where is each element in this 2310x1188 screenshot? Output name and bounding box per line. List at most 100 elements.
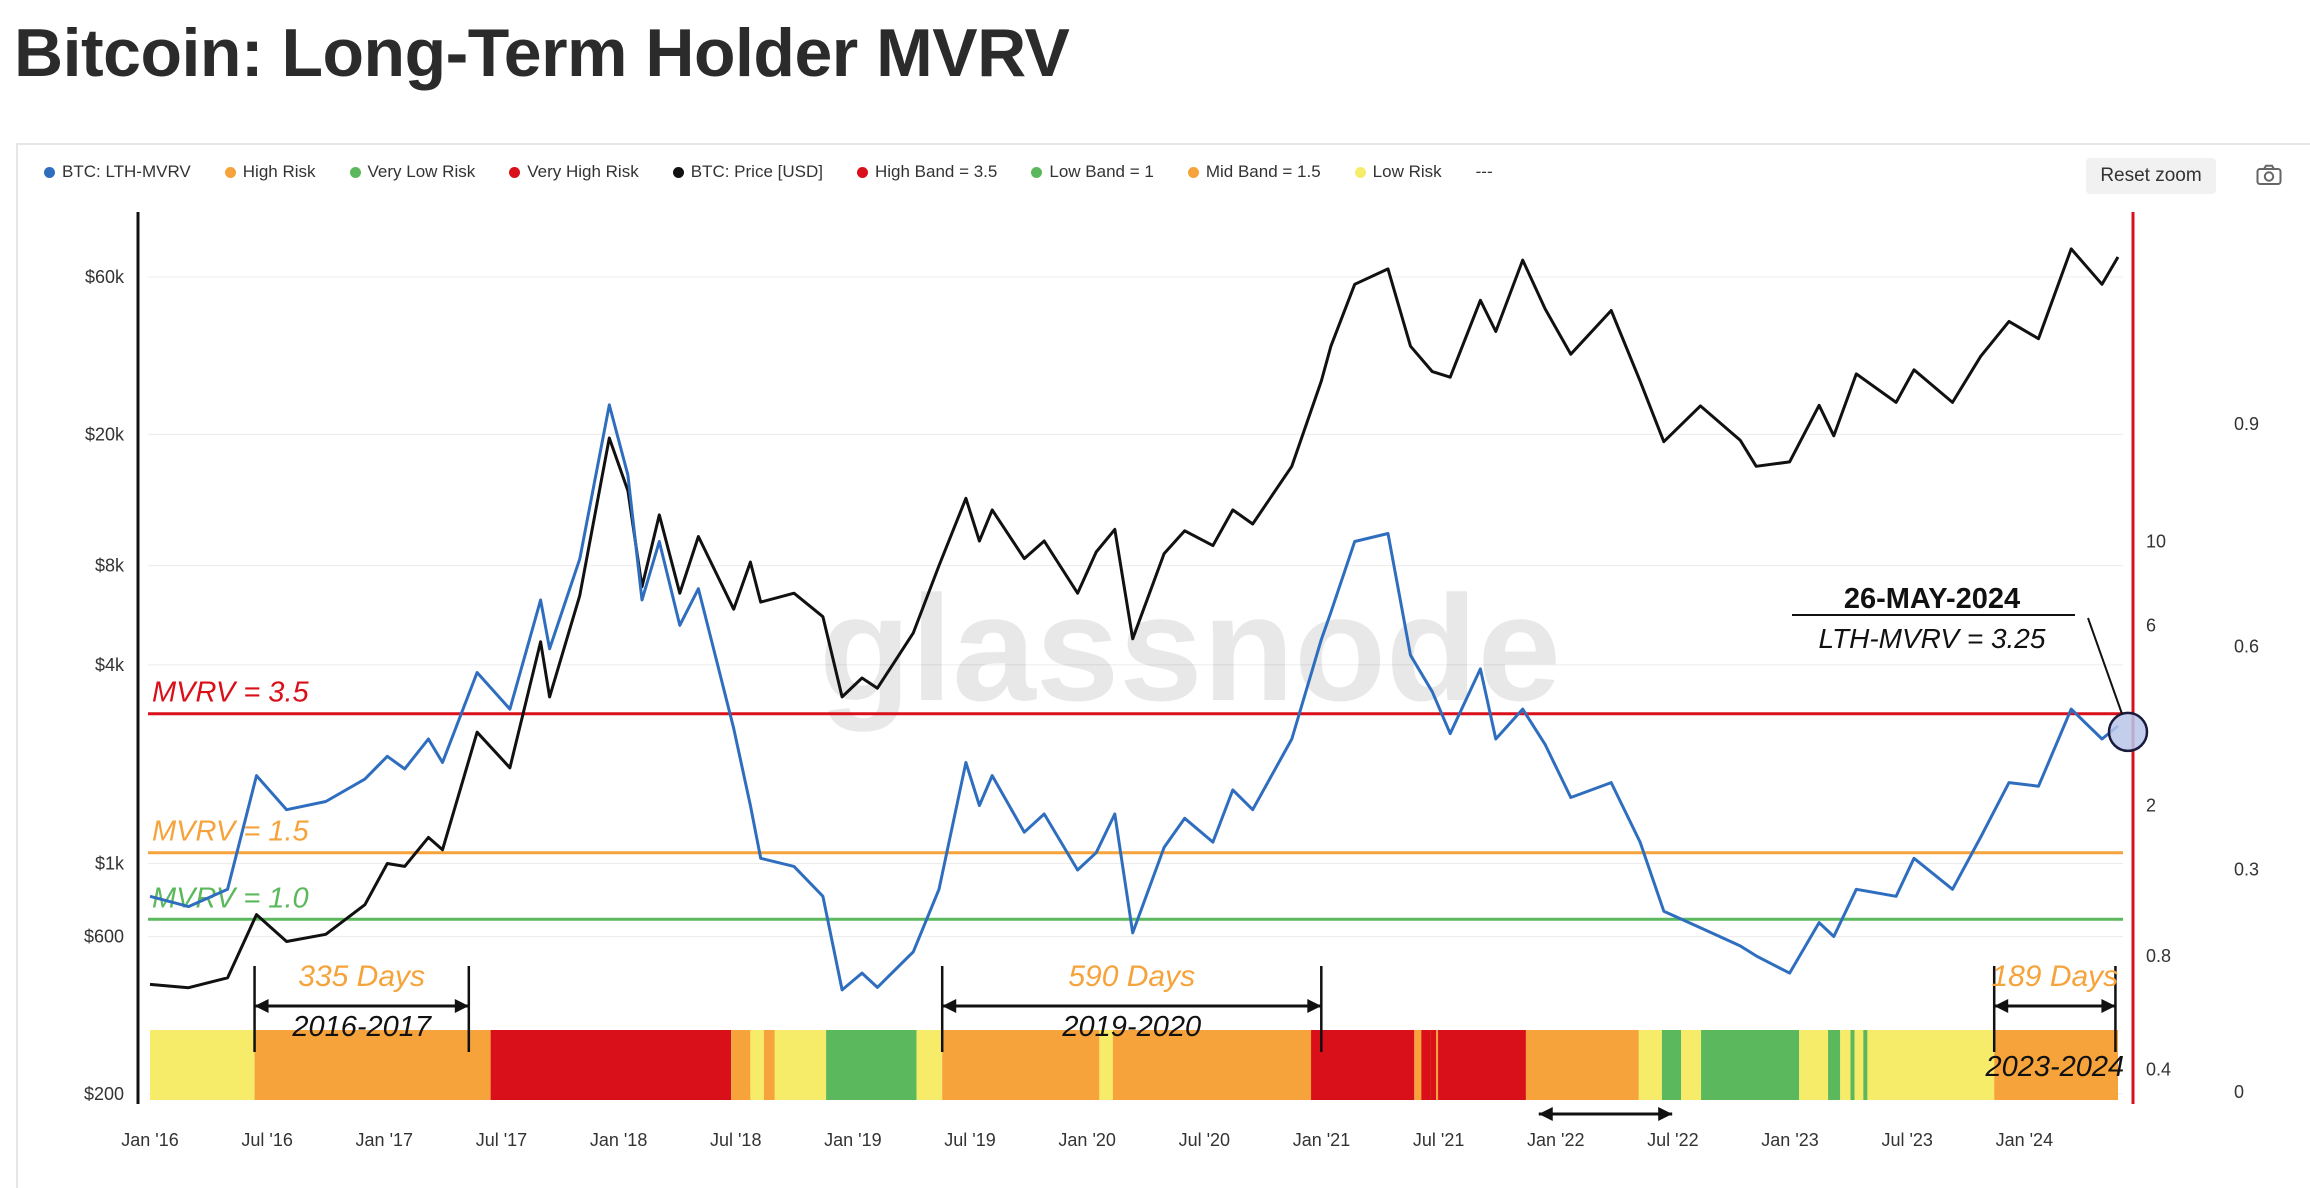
legend-item-more[interactable]: --- bbox=[1476, 162, 1493, 182]
legend-label: Very High Risk bbox=[527, 162, 639, 181]
price-tick-label: $20k bbox=[85, 424, 125, 444]
legend-item-very-low-risk[interactable]: Very Low Risk bbox=[349, 162, 476, 182]
arrow-head bbox=[1658, 1107, 1673, 1121]
x-tick-label: Jul '17 bbox=[476, 1130, 527, 1150]
x-axis-ticks: Jan '16 Jul '16 Jan '17 Jul '17 Jan '18 Jul '… bbox=[121, 1130, 2053, 1150]
legend-dot bbox=[224, 166, 236, 178]
legend-item-mid-band[interactable]: Mid Band = 1.5 bbox=[1187, 162, 1321, 182]
legend-item-price[interactable]: BTC: Price [USD] bbox=[672, 162, 823, 182]
band-lines: MVRV = 3.5 MVRV = 1.5 MVRV = 1.0 bbox=[148, 677, 2123, 921]
legend-label: Mid Band = 1.5 bbox=[1205, 162, 1321, 181]
legend-label: High Band = 3.5 bbox=[874, 162, 998, 181]
period-days-label: 590 Days bbox=[1068, 960, 1195, 993]
legend-label: High Risk bbox=[242, 162, 316, 181]
risk-strip bbox=[150, 1030, 2118, 1100]
legend-item-very-high-risk[interactable]: Very High Risk bbox=[509, 162, 639, 182]
risk-segment bbox=[1438, 1030, 1526, 1100]
risk-segment bbox=[774, 1030, 827, 1100]
legend-dot bbox=[672, 166, 684, 178]
chart-legend: BTC: LTH-MVRV High Risk Very Low Risk Ve… bbox=[44, 158, 1493, 186]
mvrv-tick-label: 0.4 bbox=[2146, 1060, 2171, 1080]
arrow-head bbox=[1538, 1107, 1553, 1121]
risk-segment bbox=[731, 1030, 751, 1100]
x-tick-label: Jan '20 bbox=[1058, 1130, 1115, 1150]
legend-label: Very Low Risk bbox=[367, 162, 476, 181]
callout-date: 26-MAY-2024 bbox=[1844, 583, 2020, 615]
risk-segment bbox=[1799, 1030, 1829, 1100]
price-tick-label: $4k bbox=[95, 655, 125, 675]
risk-segment bbox=[1681, 1030, 1702, 1100]
legend-dot bbox=[509, 166, 521, 178]
callout-leader bbox=[2087, 617, 2123, 715]
x-tick-label: Jan '17 bbox=[356, 1130, 413, 1150]
risk-segment bbox=[1525, 1030, 1639, 1100]
risk-segment bbox=[763, 1030, 775, 1100]
series-line-lth-mvrv bbox=[149, 403, 2119, 992]
x-tick-label: Jul '16 bbox=[241, 1130, 292, 1150]
risk-segment bbox=[826, 1030, 917, 1100]
x-tick-label: Jan '21 bbox=[1293, 1130, 1350, 1150]
legend-label: BTC: Price [USD] bbox=[690, 162, 823, 181]
price-tick-label: $600 bbox=[84, 927, 124, 947]
risk-segment bbox=[1828, 1030, 1841, 1100]
x-tick-label: Jul '20 bbox=[1179, 1130, 1230, 1150]
band-label: MVRV = 1.5 bbox=[152, 816, 309, 848]
right-tick-label: 0 bbox=[2234, 1082, 2244, 1102]
x-tick-label: Jan '23 bbox=[1761, 1130, 1818, 1150]
legend-item-low-risk[interactable]: Low Risk bbox=[1354, 162, 1442, 182]
risk-segment bbox=[942, 1030, 1100, 1100]
legend-item-high-band[interactable]: High Band = 3.5 bbox=[856, 162, 998, 182]
price-tick-label: $1k bbox=[95, 853, 125, 873]
risk-segment bbox=[1099, 1030, 1113, 1100]
right-tick-label: 0.6 bbox=[2234, 637, 2259, 657]
legend-item-low-band[interactable]: Low Band = 1 bbox=[1031, 162, 1154, 182]
legend-label: Low Risk bbox=[1372, 162, 1442, 181]
x-tick-label: Jul '18 bbox=[710, 1130, 761, 1150]
risk-segment bbox=[1863, 1030, 1868, 1100]
arrow-head bbox=[1307, 999, 1322, 1013]
risk-segment bbox=[1112, 1030, 1312, 1100]
legend-item-lth-mvrv[interactable]: BTC: LTH-MVRV bbox=[44, 162, 191, 182]
annotations: 335 Days 2016-2017 590 Days 2019-2020 189 Da… bbox=[253, 960, 2124, 1121]
x-tick-label: Jan '19 bbox=[824, 1130, 881, 1150]
camera-icon[interactable] bbox=[2256, 164, 2282, 186]
callout-value: LTH-MVRV = 3.25 bbox=[1819, 623, 2046, 654]
arrow-head bbox=[942, 999, 957, 1013]
legend-dot bbox=[1187, 166, 1199, 178]
reset-zoom-button[interactable]: Reset zoom bbox=[2086, 158, 2216, 194]
risk-segment bbox=[916, 1030, 943, 1100]
x-tick-label: Jan '22 bbox=[1527, 1130, 1584, 1150]
x-tick-label: Jul '19 bbox=[944, 1130, 995, 1150]
mvrv-tick-label: 0.8 bbox=[2146, 946, 2171, 966]
mvrv-axis-ticks: 0.4 0.8 2 6 10 bbox=[2146, 532, 2171, 1080]
callout-marker bbox=[2107, 711, 2149, 753]
risk-segment bbox=[1425, 1030, 1431, 1100]
band-label: MVRV = 3.5 bbox=[152, 677, 309, 709]
risk-segment bbox=[1430, 1030, 1436, 1100]
arrow-head bbox=[254, 999, 269, 1013]
x-tick-label: Jul '21 bbox=[1413, 1130, 1464, 1150]
period-years-label: 2023-2024 bbox=[1984, 1051, 2124, 1083]
legend-dot bbox=[1031, 166, 1043, 178]
price-axis-ticks: $200 $600 $1k $4k $8k $20k $60k bbox=[84, 267, 125, 1104]
mvrv-tick-label: 6 bbox=[2146, 615, 2156, 635]
legend-label: Low Band = 1 bbox=[1049, 162, 1154, 181]
x-tick-label: Jan '16 bbox=[121, 1130, 178, 1150]
period-days-label: 335 Days bbox=[298, 960, 425, 993]
legend-label: BTC: LTH-MVRV bbox=[62, 162, 191, 181]
risk-segment bbox=[1701, 1030, 1800, 1100]
legend-dot bbox=[44, 166, 55, 178]
callout: 26-MAY-2024 LTH-MVRV = 3.25 bbox=[1792, 583, 2149, 753]
price-tick-label: $200 bbox=[84, 1084, 124, 1104]
risk-segment bbox=[150, 1030, 255, 1100]
risk-segment bbox=[1638, 1030, 1662, 1100]
risk-segment bbox=[1421, 1030, 1427, 1100]
period-days-label: 189 Days bbox=[1991, 960, 2118, 993]
legend-item-high-risk[interactable]: High Risk bbox=[224, 162, 316, 182]
legend-dot bbox=[1354, 166, 1366, 178]
arrow-head bbox=[454, 999, 469, 1013]
legend-label: --- bbox=[1475, 162, 1493, 181]
band-label: MVRV = 1.0 bbox=[152, 882, 309, 914]
risk-segment bbox=[1311, 1030, 1415, 1100]
